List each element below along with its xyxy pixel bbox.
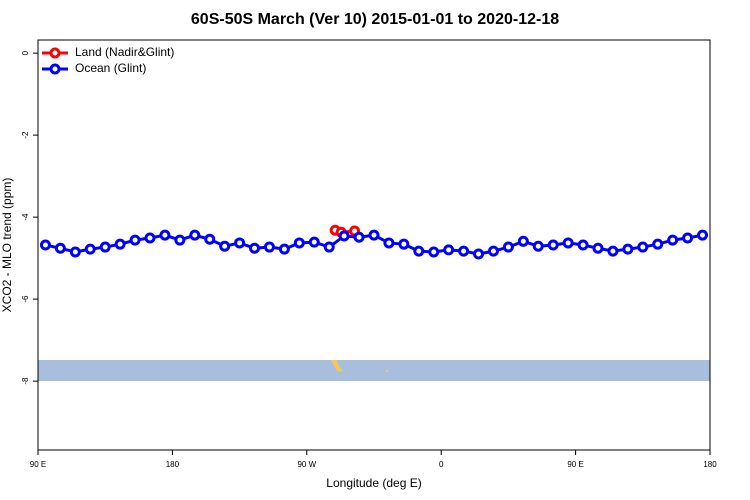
point: [502, 241, 514, 253]
y-tick-label: -2: [21, 131, 30, 139]
y-axis-label: XCO2 - MLO trend (ppm): [0, 178, 14, 313]
point: [622, 243, 634, 255]
y-tick-label: -6: [21, 295, 30, 303]
point: [278, 243, 290, 255]
chart-title: 60S-50S March (Ver 10) 2015-01-01 to 202…: [191, 11, 559, 28]
point: [144, 232, 156, 244]
point: [99, 241, 111, 253]
legend-label: Ocean (Glint): [75, 61, 146, 75]
point: [129, 234, 141, 246]
point: [263, 241, 275, 253]
plot-frame: [37, 39, 711, 451]
land-shape: [386, 370, 388, 372]
legend-marker: [49, 63, 61, 75]
point: [219, 240, 231, 252]
point: [428, 246, 440, 258]
point: [189, 229, 201, 241]
point: [667, 234, 679, 246]
point: [592, 242, 604, 254]
point: [487, 245, 499, 257]
point: [368, 229, 380, 241]
x-axis-label: Longitude (deg E): [326, 476, 421, 490]
point: [443, 244, 455, 256]
point: [697, 229, 709, 241]
point: [69, 246, 81, 258]
point: [562, 237, 574, 249]
map-strip: [38, 360, 710, 381]
point: [293, 237, 305, 249]
land-shape: [331, 360, 343, 372]
point: [338, 230, 350, 242]
point: [383, 237, 395, 249]
point: [159, 229, 171, 241]
point: [84, 243, 96, 255]
point: [682, 232, 694, 244]
x-tick-label: 180: [703, 460, 717, 469]
y-tick-label: -4: [21, 213, 30, 221]
x-tick-label: 180: [166, 460, 180, 469]
point: [249, 242, 261, 254]
y-tick-label: -8: [21, 377, 30, 385]
point: [234, 237, 246, 249]
x-tick-label: 90 E: [567, 460, 583, 469]
y-tick-label: 0: [21, 50, 30, 55]
point: [532, 240, 544, 252]
point: [652, 238, 664, 250]
point: [308, 236, 320, 248]
point: [353, 231, 365, 243]
point: [398, 238, 410, 250]
point: [323, 241, 335, 253]
point: [54, 242, 66, 254]
point: [458, 245, 470, 257]
point: [39, 239, 51, 251]
point: [204, 233, 216, 245]
point: [114, 238, 126, 250]
point: [174, 234, 186, 246]
x-tick-label: 90 E: [30, 460, 46, 469]
point: [607, 245, 619, 257]
legend-marker: [49, 47, 61, 59]
legend-label: Land (Nadir&Glint): [75, 45, 174, 59]
point: [413, 245, 425, 257]
point: [547, 239, 559, 251]
point: [473, 248, 485, 260]
point: [577, 239, 589, 251]
x-tick-label: 0: [439, 460, 444, 469]
x-tick-label: 90 W: [297, 460, 316, 469]
point: [517, 235, 529, 247]
point: [637, 241, 649, 253]
